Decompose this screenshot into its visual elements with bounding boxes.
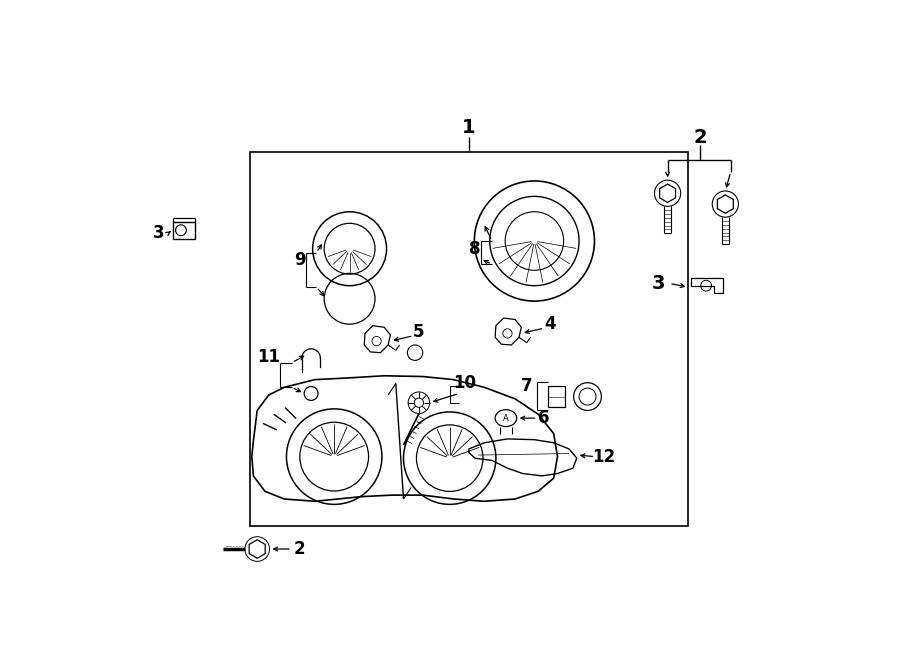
Bar (548, 386, 565, 407)
Text: 3: 3 (652, 274, 665, 293)
Text: 1: 1 (462, 118, 476, 137)
Bar (249, 153, 688, 526)
Text: 10: 10 (454, 375, 477, 393)
Text: 9: 9 (293, 251, 305, 269)
Text: 3: 3 (153, 224, 165, 243)
Text: 5: 5 (413, 323, 425, 341)
Text: 2: 2 (293, 540, 305, 558)
Text: 6: 6 (538, 409, 549, 427)
Text: 11: 11 (257, 348, 280, 366)
Text: 7: 7 (521, 377, 533, 395)
Text: 12: 12 (592, 447, 616, 465)
Text: 8: 8 (469, 240, 480, 258)
Text: 4: 4 (544, 315, 555, 333)
Text: 2: 2 (693, 128, 706, 147)
Text: A: A (503, 414, 508, 422)
